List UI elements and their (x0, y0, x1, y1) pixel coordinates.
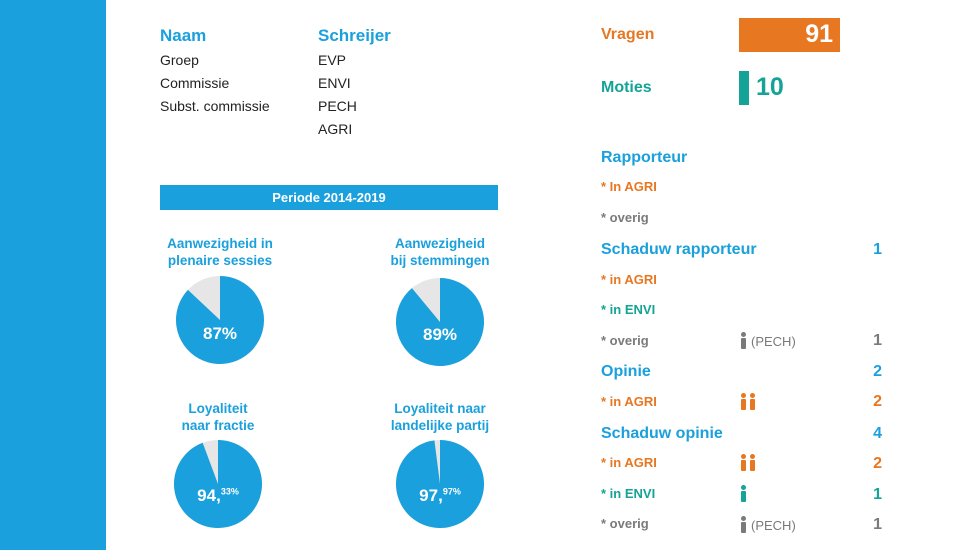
schreijer-header: Schreijer (318, 26, 391, 45)
person-icon (750, 393, 755, 410)
moties-value: 10 (756, 73, 784, 101)
schaduw-opinie-in-envi-count: 1 (873, 486, 882, 503)
vragen-label: Vragen (601, 26, 655, 43)
pie-value-slice (396, 440, 484, 528)
schaduw-rapporteur-overig-note: (PECH) (751, 334, 796, 349)
pie-value-slice (174, 440, 262, 528)
rapporteur-in-agri: * In AGRI (601, 179, 657, 194)
schaduw-rapporteur-title: Schaduw rapporteur (601, 241, 757, 258)
schaduw-opinie-title: Schaduw opinie (601, 425, 723, 442)
vragen-value: 91 (805, 20, 833, 48)
pie-title-line: Loyaliteit (188, 401, 248, 416)
pie-loyaliteit-fractie (174, 440, 262, 528)
schaduw-rapporteur-in-agri: * in AGRI (601, 272, 657, 287)
pie-title-plenaire: Aanwezigheid in plenaire sessies (130, 235, 310, 269)
person-icon (741, 516, 746, 533)
pie-value-plenaire: 87% (202, 324, 238, 343)
info-value-commissie: ENVI (318, 75, 351, 91)
info-value-groep: EVP (318, 52, 347, 68)
pie-title-line: naar fractie (181, 418, 255, 433)
opinie-count: 2 (873, 363, 882, 380)
left-sidebar-band (0, 0, 106, 550)
pie-title-line: plenaire sessies (167, 253, 273, 268)
person-icon (750, 454, 755, 471)
moties-label: Moties (601, 79, 652, 96)
pie-title-line: bij stemmingen (390, 253, 490, 268)
schaduw-rapporteur-count: 1 (873, 241, 882, 258)
info-label-commissie: Commissie (160, 75, 230, 91)
opinie-in-agri: * in AGRI (601, 394, 657, 409)
rapporteur-overig: * overig (601, 210, 649, 225)
pie-title-line: landelijke partij (390, 418, 490, 433)
info-value-agri: AGRI (318, 121, 353, 137)
pie-title-stemmingen: Aanwezigheid bij stemmingen (350, 235, 530, 269)
pie-stemmingen (396, 278, 484, 366)
schaduw-rapporteur-overig-count: 1 (873, 332, 882, 349)
schaduw-rapporteur-overig: * overig (601, 333, 649, 348)
opinie-in-agri-count: 2 (873, 393, 882, 410)
schaduw-opinie-count: 4 (873, 425, 882, 442)
period-bar: Periode 2014-2019 (160, 185, 498, 210)
pie-value-stemmingen: 89% (422, 325, 458, 344)
pie-value-landelijke-partij: 97,97% (419, 486, 461, 505)
pie-value-slice (176, 276, 264, 364)
person-icon (741, 393, 746, 410)
vragen-bar: 91 (739, 18, 840, 52)
info-value-subst-commissie: PECH (318, 98, 357, 114)
pie-title-line: Aanwezigheid in (167, 236, 273, 251)
schaduw-opinie-overig: * overig (601, 516, 649, 531)
info-label-groep: Groep (160, 52, 199, 68)
schaduw-rapporteur-in-envi: * in ENVI (601, 302, 656, 317)
schaduw-opinie-overig-note: (PECH) (751, 518, 796, 533)
person-icon (741, 332, 746, 349)
pie-loyaliteit-landelijke-partij (396, 440, 484, 528)
pie-title-line: Aanwezigheid (394, 236, 485, 251)
person-icon (741, 485, 746, 502)
schaduw-opinie-in-agri-count: 2 (873, 455, 882, 472)
pie-title-landelijke-partij: Loyaliteit naar landelijke partij (350, 400, 530, 434)
rapporteur-title: Rapporteur (601, 149, 688, 166)
pie-value-fractie: 94,33% (197, 486, 239, 505)
moties-bar (739, 71, 749, 105)
schaduw-opinie-overig-count: 1 (873, 516, 882, 533)
pie-title-line: Loyaliteit naar (394, 401, 486, 416)
person-icon (741, 454, 746, 471)
naam-header: Naam (160, 26, 207, 45)
schaduw-opinie-in-envi: * in ENVI (601, 486, 656, 501)
pie-plenaire-sessies (176, 276, 264, 364)
pie-title-fractie: Loyaliteit naar fractie (128, 400, 308, 434)
opinie-title: Opinie (601, 363, 651, 380)
info-label-subst-commissie: Subst. commissie (160, 98, 270, 114)
schaduw-opinie-in-agri: * in AGRI (601, 455, 657, 470)
pie-value-slice (396, 278, 484, 366)
